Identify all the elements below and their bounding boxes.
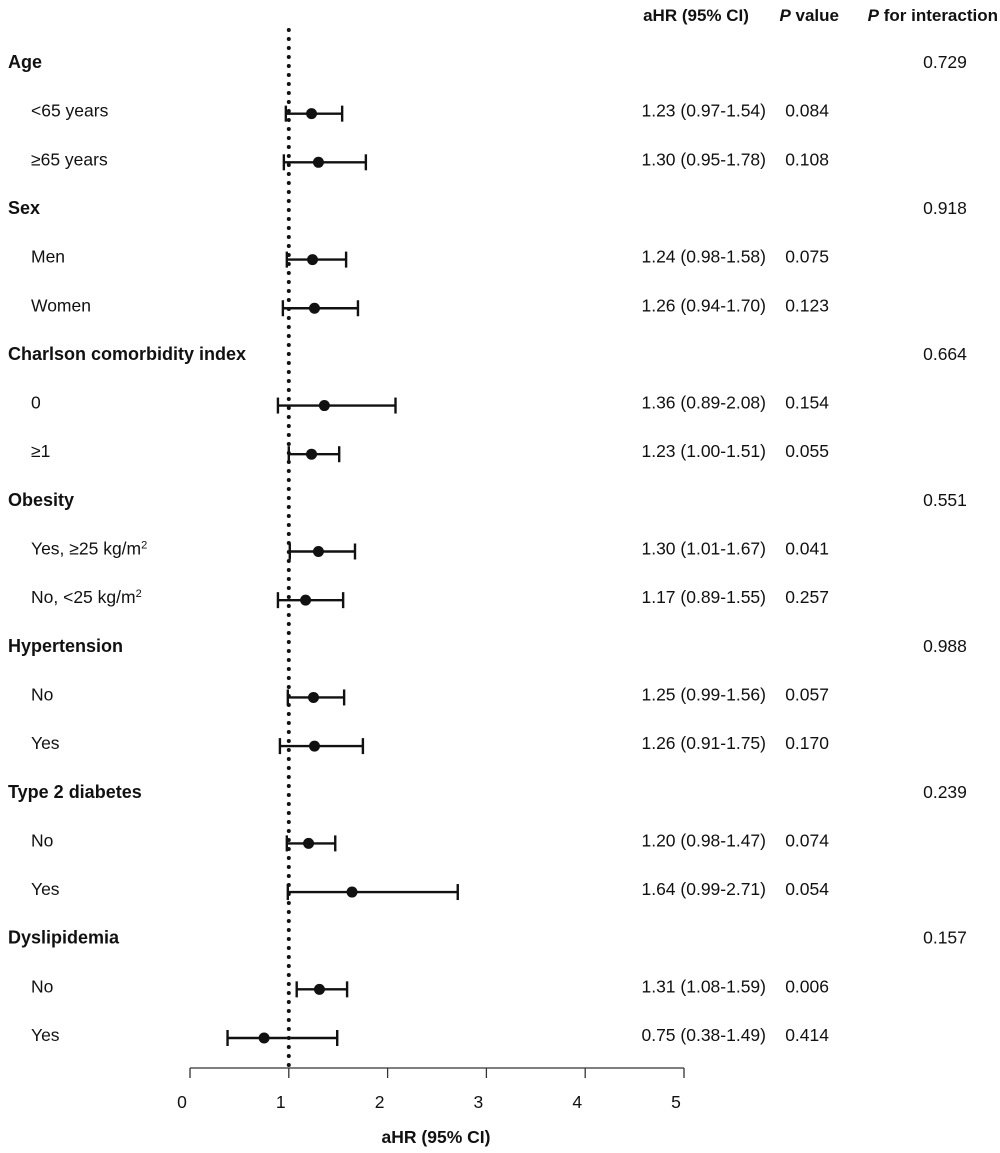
x-tick-label: 1 — [276, 1092, 286, 1112]
group-label: Obesity — [8, 490, 74, 510]
point-estimate — [306, 108, 318, 120]
header-p-value: P value — [779, 6, 839, 25]
p-interaction-value: 0.918 — [923, 198, 967, 218]
point-estimate — [306, 448, 318, 460]
header-pint-italic: P — [868, 6, 880, 25]
ahr-ci-value: 1.25 (0.99-1.56) — [641, 684, 766, 704]
ahr-ci-value: 0.75 (0.38-1.49) — [641, 1025, 766, 1045]
p-interaction-value: 0.729 — [923, 52, 967, 72]
point-estimate — [308, 740, 320, 752]
p-interaction-value: 0.988 — [923, 636, 967, 656]
p-value: 0.041 — [785, 539, 829, 559]
p-value: 0.084 — [785, 101, 829, 121]
superscript: 2 — [141, 540, 147, 552]
point-estimate — [303, 837, 315, 849]
p-value: 0.055 — [785, 441, 829, 461]
x-axis: 0 1 2 3 4 5 — [177, 1067, 685, 1112]
p-value: 0.108 — [785, 149, 829, 169]
group-label: Hypertension — [8, 636, 123, 656]
p-value: 0.074 — [785, 830, 829, 850]
point-estimate — [300, 594, 312, 606]
x-tick-label: 0 — [177, 1092, 187, 1112]
subgroup-label: 0 — [31, 393, 41, 413]
forest-marks — [226, 105, 459, 1046]
subgroup-label: Women — [31, 295, 91, 315]
ahr-ci-value: 1.23 (1.00-1.51) — [641, 441, 766, 461]
header-p-interaction: P for interaction — [868, 6, 998, 25]
subgroup-label: ≥65 years — [31, 149, 108, 169]
subgroup-label: Yes — [31, 733, 60, 753]
point-estimate — [307, 254, 319, 266]
p-value: 0.075 — [785, 247, 829, 267]
group-label: Type 2 diabetes — [8, 782, 142, 802]
p-value: 0.414 — [785, 1025, 829, 1045]
subgroup-label: Men — [31, 247, 65, 267]
point-estimate — [308, 691, 319, 703]
p-value: 0.170 — [785, 733, 829, 753]
column-headers: aHR (95% CI) P value P for interaction — [643, 6, 998, 25]
point-estimate — [318, 400, 330, 412]
header-ahr: aHR (95% CI) — [643, 6, 749, 25]
ahr-ci-value: 1.26 (0.91-1.75) — [641, 733, 766, 753]
subgroup-label: <65 years — [31, 101, 109, 121]
ahr-ci-value: 1.26 (0.94-1.70) — [641, 295, 766, 315]
header-p-italic: P — [779, 6, 791, 25]
ahr-ci-value: 1.36 (0.89-2.08) — [641, 393, 766, 413]
header-p-rest: value — [791, 6, 839, 25]
ahr-ci-value: 1.31 (1.08-1.59) — [641, 976, 766, 996]
point-estimate — [346, 886, 358, 898]
p-interaction-value: 0.664 — [923, 344, 967, 364]
ahr-ci-value: 1.24 (0.98-1.58) — [641, 247, 766, 267]
p-value: 0.006 — [785, 976, 829, 996]
point-estimate — [313, 983, 325, 995]
point-estimate — [308, 302, 320, 314]
ahr-ci-value: 1.30 (0.95-1.78) — [641, 149, 766, 169]
p-value: 0.257 — [785, 587, 829, 607]
subgroup-label: Yes — [31, 879, 60, 899]
p-value: 0.054 — [785, 879, 829, 899]
x-tick-label: 4 — [572, 1092, 582, 1112]
group-label: Sex — [8, 198, 40, 218]
x-tick-label: 3 — [474, 1092, 484, 1112]
subgroup-label: Yes — [31, 1025, 60, 1045]
ahr-ci-value: 1.64 (0.99-2.71) — [641, 879, 766, 899]
ahr-ci-value: 1.20 (0.98-1.47) — [641, 830, 766, 850]
group-label: Age — [8, 52, 42, 72]
x-tick-label: 2 — [375, 1092, 385, 1112]
subgroup-label: ≥1 — [31, 441, 50, 461]
p-value: 0.154 — [785, 393, 829, 413]
x-axis-label: aHR (95% CI) — [382, 1127, 491, 1147]
subgroup-label: No, <25 kg/m2 — [31, 587, 142, 607]
p-value: 0.057 — [785, 684, 829, 704]
point-estimate — [258, 1032, 270, 1044]
subgroup-label: Yes, ≥25 kg/m2 — [31, 539, 147, 559]
p-interaction-value: 0.551 — [923, 490, 967, 510]
x-tick-label: 5 — [671, 1092, 681, 1112]
subgroup-label: No — [31, 976, 53, 996]
subgroup-label: No — [31, 684, 53, 704]
subgroup-label: No — [31, 830, 53, 850]
ahr-ci-value: 1.30 (1.01-1.67) — [641, 539, 766, 559]
point-estimate — [312, 156, 324, 168]
ahr-ci-value: 1.17 (0.89-1.55) — [641, 587, 766, 607]
p-value: 0.123 — [785, 295, 829, 315]
header-pint-rest: for interaction — [879, 6, 998, 25]
point-estimate — [312, 546, 324, 557]
ahr-ci-value: 1.23 (0.97-1.54) — [641, 101, 766, 121]
superscript: 2 — [136, 588, 142, 600]
group-label: Dyslipidemia — [8, 928, 120, 948]
group-label: Charlson comorbidity index — [8, 344, 246, 364]
p-interaction-value: 0.239 — [923, 782, 967, 802]
p-interaction-value: 0.157 — [923, 928, 967, 948]
forest-rows: Age 0.729 <65 years 1.23 (0.97-1.54) 0.084 ≥6… — [8, 52, 967, 1045]
